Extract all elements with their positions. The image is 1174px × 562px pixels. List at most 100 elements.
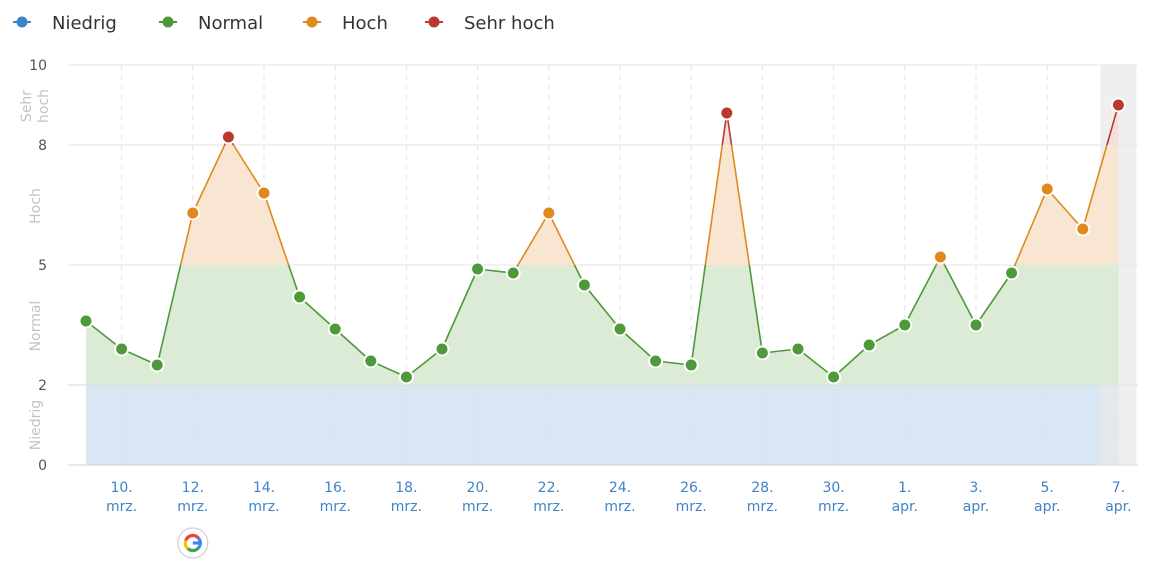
data-point bbox=[754, 345, 770, 361]
line-segment bbox=[1014, 188, 1048, 266]
y-tick-label: 8 bbox=[38, 138, 47, 154]
band-label-0: Niedrig bbox=[28, 400, 44, 450]
x-tick-month: mrz. bbox=[604, 499, 635, 515]
data-point bbox=[683, 357, 699, 373]
y-tick-label: 10 bbox=[29, 58, 47, 74]
legend-label: Niedrig bbox=[52, 13, 117, 34]
x-tick-month: mrz. bbox=[818, 499, 849, 515]
google-icon-arc bbox=[183, 539, 190, 550]
annotations bbox=[177, 527, 209, 559]
data-point bbox=[363, 353, 379, 369]
y-tick-label: 2 bbox=[38, 378, 47, 394]
data-point bbox=[220, 129, 236, 145]
x-tick-month: mrz. bbox=[177, 499, 208, 515]
legend-label: Hoch bbox=[342, 13, 388, 34]
legend-dot-icon bbox=[306, 16, 318, 28]
band-label-line: hoch bbox=[36, 89, 52, 123]
data-point bbox=[149, 357, 165, 373]
x-tick-day: 12. bbox=[182, 480, 204, 496]
x-tick-day: 10. bbox=[110, 480, 132, 496]
line-segment bbox=[797, 348, 835, 378]
x-tick-day: 14. bbox=[253, 480, 275, 496]
legend-label: Normal bbox=[198, 13, 263, 34]
data-point bbox=[1004, 265, 1020, 281]
x-tick-1: 12. mrz. bbox=[177, 480, 208, 515]
band-areas bbox=[86, 385, 1119, 465]
band-low-fill bbox=[86, 385, 1119, 465]
x-tick-4: 18. mrz. bbox=[391, 480, 422, 515]
line-segment bbox=[583, 284, 621, 330]
line-segment bbox=[85, 320, 123, 350]
band-label-1: Normal bbox=[28, 301, 44, 352]
band-label-line: Normal bbox=[28, 301, 44, 352]
data-point bbox=[612, 321, 628, 337]
x-tick-13: 5. apr. bbox=[1034, 480, 1060, 515]
data-point bbox=[719, 105, 735, 121]
data-point bbox=[790, 341, 806, 357]
legend-item-very_high: Sehr hoch bbox=[425, 13, 555, 34]
x-tick-month: mrz. bbox=[747, 499, 778, 515]
x-tick-month: mrz. bbox=[533, 499, 564, 515]
x-tick-day: 30. bbox=[822, 480, 844, 496]
x-tick-month: apr. bbox=[1105, 499, 1131, 515]
x-tick-day: 28. bbox=[751, 480, 773, 496]
data-point bbox=[398, 369, 414, 385]
data-point bbox=[505, 265, 521, 281]
x-tick-2: 14. mrz. bbox=[248, 480, 279, 515]
legend-label: Sehr hoch bbox=[464, 13, 555, 34]
data-point bbox=[1039, 181, 1055, 197]
band-label-line: Hoch bbox=[28, 188, 44, 224]
x-axis-labels: 10. mrz. 12. mrz. 14. mrz. 16. mrz. 18. mrz. 20. mr… bbox=[106, 480, 1132, 515]
data-point bbox=[434, 341, 450, 357]
x-tick-10: 30. mrz. bbox=[818, 480, 849, 515]
legend-item-low: Niedrig bbox=[13, 13, 117, 34]
x-tick-month: mrz. bbox=[248, 499, 279, 515]
band-label-2: Hoch bbox=[28, 188, 44, 224]
data-point bbox=[256, 185, 272, 201]
x-tick-month: mrz. bbox=[462, 499, 493, 515]
x-tick-5: 20. mrz. bbox=[462, 480, 493, 515]
data-point bbox=[861, 337, 877, 353]
legend: Niedrig Normal Hoch Sehr hoch bbox=[13, 13, 555, 34]
y-axis-labels: 0 2 5 8 10 bbox=[29, 58, 47, 474]
legend-dot-icon bbox=[16, 16, 28, 28]
line-segment bbox=[904, 264, 937, 326]
x-tick-day: 1. bbox=[898, 480, 911, 496]
x-tick-7: 24. mrz. bbox=[604, 480, 635, 515]
x-tick-8: 26. mrz. bbox=[676, 480, 707, 515]
x-tick-3: 16. mrz. bbox=[320, 480, 351, 515]
google-icon-arc bbox=[184, 533, 200, 542]
x-tick-day: 26. bbox=[680, 480, 702, 496]
y-tick-label: 5 bbox=[38, 258, 47, 274]
data-point bbox=[932, 249, 948, 265]
line-segment bbox=[232, 144, 265, 194]
data-point bbox=[897, 317, 913, 333]
data-point bbox=[1110, 97, 1126, 113]
google-icon-arc bbox=[186, 546, 200, 553]
line-segment bbox=[690, 264, 707, 366]
line-segment bbox=[192, 144, 226, 214]
data-point bbox=[1075, 221, 1091, 237]
line-segment bbox=[517, 212, 550, 266]
area-fill-2 bbox=[86, 105, 1119, 145]
line-segment bbox=[548, 212, 576, 266]
line-segment bbox=[1082, 144, 1108, 230]
band-labels: Niedrig Normal Hoch Sehrhoch bbox=[19, 89, 52, 450]
x-tick-9: 28. mrz. bbox=[747, 480, 778, 515]
data-point bbox=[185, 205, 201, 221]
legend-dot-icon bbox=[162, 16, 174, 28]
google-g-icon bbox=[177, 527, 209, 559]
x-tick-month: mrz. bbox=[320, 499, 351, 515]
x-tick-month: apr. bbox=[963, 499, 989, 515]
data-point bbox=[327, 321, 343, 337]
x-tick-12: 3. apr. bbox=[963, 480, 989, 515]
line-segment bbox=[704, 144, 724, 266]
line-segment bbox=[833, 344, 870, 378]
x-tick-day: 5. bbox=[1041, 480, 1054, 496]
x-tick-day: 20. bbox=[466, 480, 488, 496]
line-segment bbox=[975, 272, 1013, 326]
legend-item-high: Hoch bbox=[303, 13, 388, 34]
y-tick-label: 0 bbox=[38, 458, 47, 474]
line-segment bbox=[441, 268, 479, 350]
